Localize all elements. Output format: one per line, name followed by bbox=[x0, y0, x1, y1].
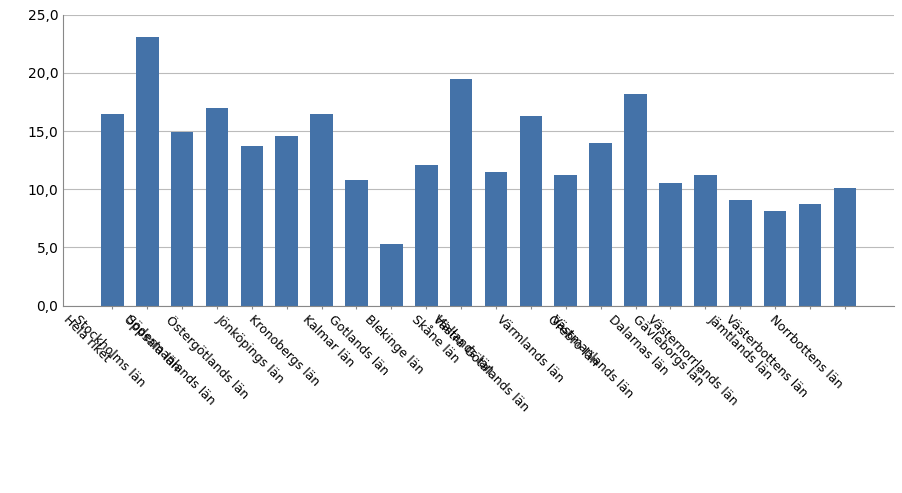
Bar bbox=[310, 114, 333, 306]
Bar bbox=[658, 183, 681, 306]
Bar bbox=[101, 114, 124, 306]
Bar bbox=[623, 94, 646, 306]
Bar bbox=[206, 108, 228, 306]
Bar bbox=[484, 172, 507, 306]
Bar bbox=[554, 176, 576, 306]
Bar bbox=[763, 211, 786, 306]
Bar bbox=[240, 146, 262, 306]
Bar bbox=[135, 37, 159, 306]
Bar bbox=[414, 165, 437, 306]
Bar bbox=[380, 244, 402, 306]
Bar bbox=[728, 200, 750, 306]
Bar bbox=[694, 176, 716, 306]
Bar bbox=[345, 180, 367, 306]
Bar bbox=[275, 136, 298, 306]
Bar bbox=[833, 188, 855, 306]
Bar bbox=[797, 205, 821, 306]
Bar bbox=[170, 132, 193, 306]
Bar bbox=[519, 116, 542, 306]
Bar bbox=[589, 143, 612, 306]
Bar bbox=[449, 79, 472, 306]
